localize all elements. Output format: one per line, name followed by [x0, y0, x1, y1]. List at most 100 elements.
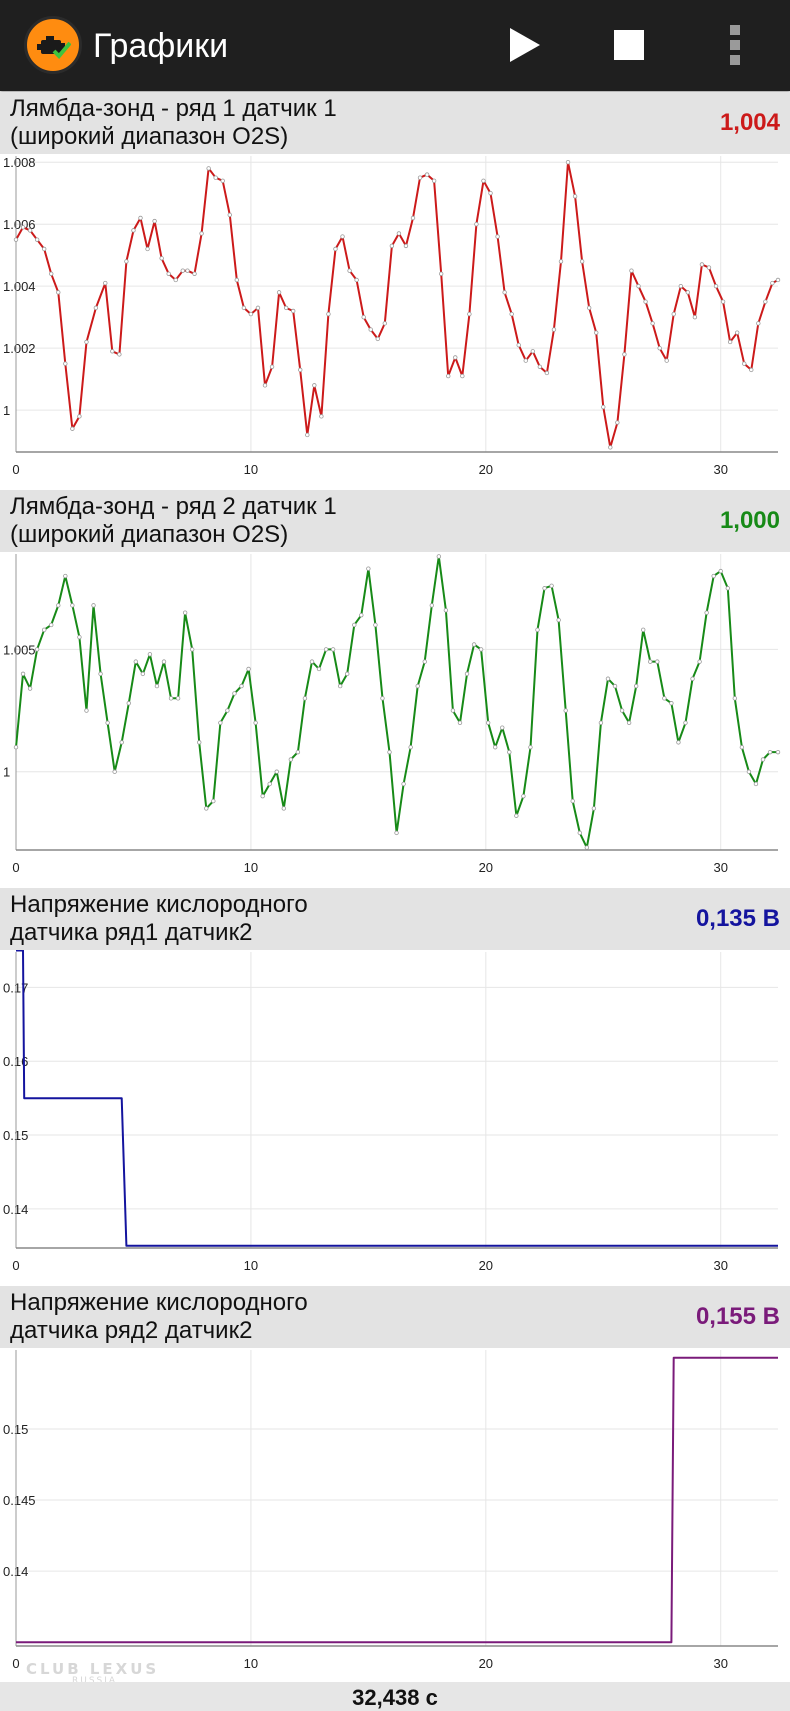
data-point	[763, 299, 768, 304]
data-point	[760, 757, 766, 762]
data-point	[591, 806, 597, 811]
x-tick-label: 30	[713, 1258, 727, 1273]
play-button[interactable]	[502, 22, 548, 68]
data-point	[312, 383, 317, 388]
data-point	[387, 749, 392, 755]
data-point	[622, 352, 627, 357]
data-point	[189, 647, 195, 652]
data-point	[110, 349, 115, 354]
data-point	[565, 159, 571, 165]
data-point	[692, 314, 698, 320]
data-point	[749, 367, 754, 373]
data-point	[544, 370, 550, 376]
data-point	[478, 647, 484, 652]
data-point	[63, 361, 68, 366]
data-point	[424, 172, 430, 177]
data-point	[629, 268, 634, 273]
data-point	[720, 299, 726, 304]
graph-3-header[interactable]: Напряжение кислородного датчика ряд1 дат…	[0, 888, 790, 950]
graph-2-chart[interactable]: 0 10 20 30 1 1.005	[0, 552, 790, 888]
data-point	[422, 659, 427, 664]
stop-icon	[614, 30, 644, 60]
y-tick-label: 1.008	[3, 155, 36, 170]
stop-button[interactable]	[606, 22, 652, 68]
data-point	[713, 283, 719, 289]
data-point	[396, 231, 402, 236]
data-point	[746, 769, 752, 774]
data-point	[140, 671, 146, 677]
data-point	[775, 749, 781, 755]
data-point	[13, 237, 19, 242]
data-point	[105, 720, 110, 725]
data-point	[460, 373, 465, 379]
graph-1-header[interactable]: Лямбда-зонд - ряд 1 датчик 1 (широкий ди…	[0, 92, 790, 154]
data-point	[523, 358, 528, 363]
graph-3-chart[interactable]: 0 10 20 30 0.14 0.15 0.16 0.17	[0, 950, 790, 1286]
data-point	[507, 749, 512, 755]
y-tick-label: 1.002	[3, 341, 36, 356]
data-point	[530, 349, 536, 354]
data-point	[453, 355, 458, 360]
data-point	[704, 610, 709, 615]
data-point	[495, 234, 500, 239]
data-point	[633, 683, 639, 689]
data-point	[373, 622, 378, 628]
data-point	[63, 573, 68, 579]
graph-1-chart[interactable]: 0 10 20 30 1 1.002 1.004 1.006 1.008	[0, 154, 790, 490]
data-point	[671, 311, 676, 317]
data-point	[549, 583, 554, 589]
data-point	[690, 676, 695, 681]
series-line	[15, 161, 779, 449]
graph-4-header[interactable]: Напряжение кислородного датчика ряд2 дат…	[0, 1286, 790, 1348]
data-point	[56, 290, 61, 295]
data-point	[742, 361, 747, 366]
data-point	[206, 166, 211, 171]
graph-2-title: Лямбда-зонд - ряд 2 датчик 1 (широкий ди…	[10, 493, 337, 548]
data-point	[13, 745, 19, 750]
data-point	[337, 683, 343, 689]
data-point	[330, 647, 336, 652]
data-point	[563, 708, 568, 713]
data-point	[516, 342, 521, 348]
data-point	[450, 708, 456, 713]
data-point	[727, 339, 733, 345]
data-point	[166, 271, 171, 276]
data-point	[185, 268, 190, 273]
x-tick-label: 10	[244, 1656, 258, 1671]
data-point	[605, 676, 611, 681]
data-point	[70, 603, 75, 608]
x-tick-label: 10	[244, 860, 258, 875]
data-point	[175, 696, 181, 701]
data-point	[436, 554, 442, 559]
data-point	[288, 757, 294, 762]
data-point	[368, 327, 373, 332]
data-point	[361, 314, 366, 320]
data-point	[683, 720, 688, 725]
data-point	[131, 228, 136, 233]
app-toolbar: Графики	[0, 0, 790, 91]
data-point	[753, 781, 759, 787]
data-point	[173, 277, 178, 283]
x-tick-label: 0	[12, 462, 19, 477]
graph-2-header[interactable]: Лямбда-зонд - ряд 2 датчик 1 (широкий ди…	[0, 490, 790, 552]
data-point	[77, 634, 82, 640]
check-engine-icon[interactable]	[24, 16, 82, 74]
data-point	[41, 246, 47, 252]
graph-2-value: 1,000	[719, 507, 780, 534]
overflow-menu-button[interactable]	[712, 22, 760, 68]
data-point	[262, 383, 268, 388]
data-point	[27, 228, 33, 233]
data-point	[669, 701, 674, 706]
data-point	[20, 671, 26, 677]
graph-4-chart[interactable]: 0 10 20 30 0.14 0.145 0.15	[0, 1348, 790, 1684]
data-point	[323, 647, 329, 652]
data-point	[159, 256, 164, 261]
data-point	[457, 720, 463, 725]
data-point	[493, 745, 498, 750]
data-point	[91, 603, 96, 608]
data-point	[269, 364, 275, 369]
data-point	[309, 659, 315, 664]
data-point	[56, 603, 61, 608]
data-point	[542, 586, 547, 591]
